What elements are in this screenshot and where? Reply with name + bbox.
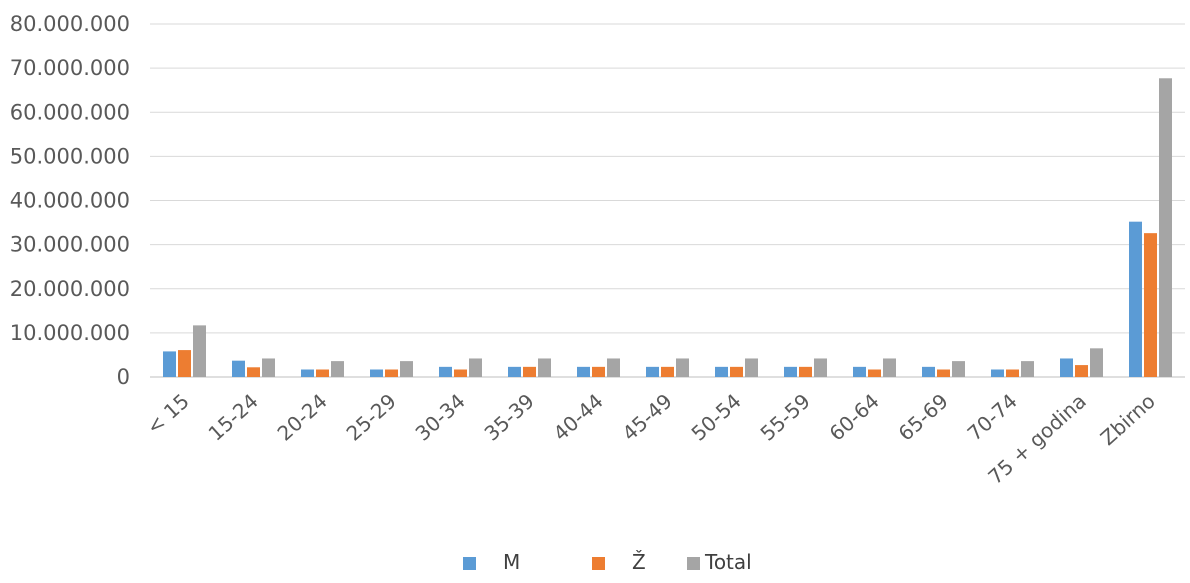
bar-ž-11	[937, 369, 950, 377]
x-axis: < 15 15-24 20-24 25-29 30-34 35-39 40-44 45-49 5…	[142, 389, 1160, 489]
bar-ž-4	[454, 369, 467, 377]
bar-m-14	[1129, 221, 1142, 377]
bar-ž-1	[247, 367, 260, 377]
bars	[163, 78, 1172, 378]
x-tick-label: 70-74	[963, 389, 1022, 446]
x-tick-label: 20-24	[273, 389, 332, 446]
y-tick-label: 10.000.000	[10, 321, 130, 345]
y-tick-label: 0	[117, 365, 130, 389]
bar-total-2	[331, 361, 344, 377]
bar-total-8	[745, 358, 758, 377]
bar-ž-13	[1075, 365, 1088, 377]
bar-ž-14	[1144, 233, 1157, 377]
y-tick-label: 20.000.000	[10, 277, 130, 301]
bar-m-13	[1060, 358, 1073, 377]
x-tick-label: 25-29	[342, 389, 401, 446]
gridlines	[150, 23, 1185, 378]
bar-m-5	[508, 366, 521, 377]
bar-total-7	[676, 358, 689, 377]
legend-swatch-1	[592, 557, 605, 570]
bar-total-9	[814, 358, 827, 377]
bar-m-2	[301, 369, 314, 377]
bar-total-10	[883, 358, 896, 377]
legend-swatch-2	[687, 557, 700, 570]
x-tick-label: 40-44	[549, 389, 608, 446]
x-tick-label: 15-24	[204, 389, 263, 446]
y-tick-label: 60.000.000	[10, 100, 130, 124]
bar-total-4	[469, 358, 482, 377]
bar-ž-8	[730, 366, 743, 377]
legend: M Ž Total	[463, 550, 752, 574]
x-tick-label: 45-49	[618, 389, 677, 446]
x-tick-label: Zbirno	[1096, 389, 1160, 450]
bar-ž-10	[868, 369, 881, 377]
bar-m-3	[370, 369, 383, 377]
bar-ž-9	[799, 366, 812, 377]
bar-ž-5	[523, 366, 536, 377]
bar-total-13	[1090, 348, 1103, 377]
x-tick-label: < 15	[142, 389, 194, 439]
x-tick-label: 55-59	[756, 389, 815, 446]
y-tick-label: 70.000.000	[10, 56, 130, 80]
y-tick-label: 40.000.000	[10, 189, 130, 213]
legend-label: Ž	[632, 550, 646, 574]
bar-m-11	[922, 366, 935, 377]
y-tick-label: 50.000.000	[10, 144, 130, 168]
bar-m-0	[163, 351, 176, 377]
x-tick-label: 65-69	[894, 389, 953, 446]
y-axis: 0 10.000.000 20.000.000 30.000.000 40.000.00…	[10, 12, 130, 389]
bar-m-10	[853, 366, 866, 377]
bar-total-1	[262, 358, 275, 377]
bar-ž-3	[385, 369, 398, 377]
y-tick-label: 30.000.000	[10, 233, 130, 257]
legend-swatch-0	[463, 557, 476, 570]
x-tick-label: 50-54	[687, 389, 746, 446]
bar-ž-12	[1006, 369, 1019, 377]
bar-total-14	[1159, 78, 1172, 378]
bar-total-11	[952, 361, 965, 377]
bar-m-9	[784, 366, 797, 377]
bar-m-7	[646, 366, 659, 377]
x-tick-label: 35-39	[480, 389, 539, 446]
bar-total-3	[400, 361, 413, 377]
bar-m-4	[439, 366, 452, 377]
bar-ž-2	[316, 369, 329, 377]
bar-ž-0	[178, 350, 191, 377]
bar-total-12	[1021, 361, 1034, 377]
bar-total-5	[538, 358, 551, 377]
bar-m-6	[577, 366, 590, 377]
bar-m-8	[715, 366, 728, 377]
bar-ž-7	[661, 366, 674, 377]
bar-ž-6	[592, 366, 605, 377]
y-tick-label: 80.000.000	[10, 12, 130, 36]
x-tick-label: 60-64	[825, 389, 884, 446]
bar-total-6	[607, 358, 620, 377]
bar-m-1	[232, 360, 245, 377]
legend-label: Total	[704, 550, 752, 574]
bar-total-0	[193, 325, 206, 377]
x-tick-label: 30-34	[411, 389, 470, 446]
bar-m-12	[991, 369, 1004, 377]
legend-label: M	[503, 550, 520, 574]
